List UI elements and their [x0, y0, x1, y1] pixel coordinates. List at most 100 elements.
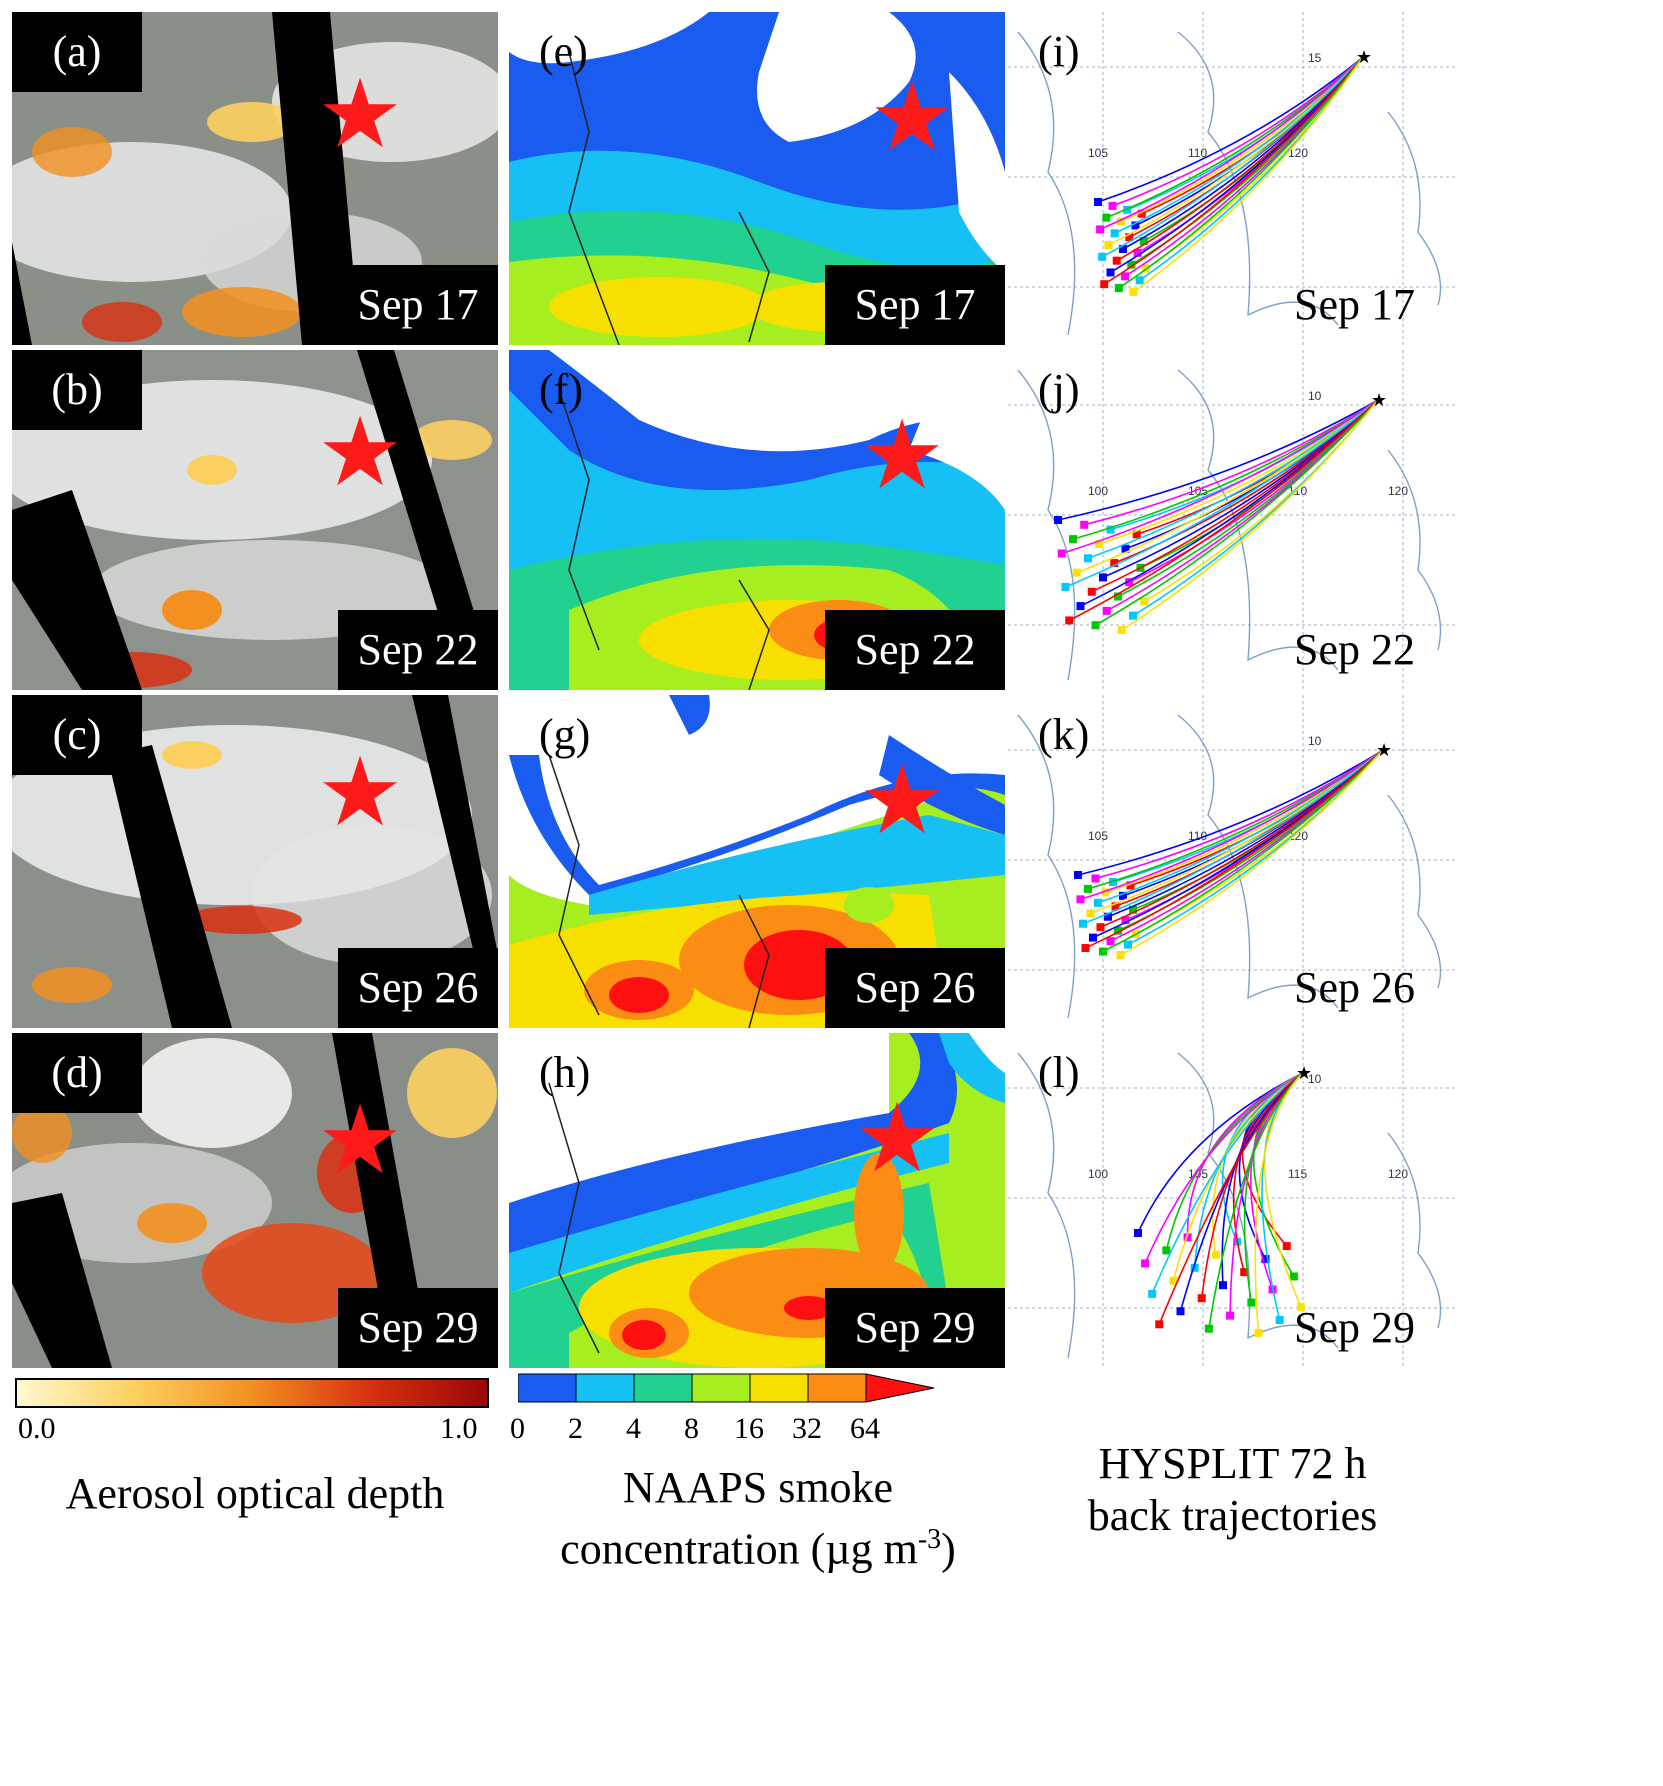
hysplit-caption-line1: HYSPLIT 72 h [1098, 1439, 1367, 1488]
longitude-label: 100 [1088, 484, 1108, 498]
trajectory-line [1082, 749, 1384, 925]
trajectory-endpoint [1087, 587, 1096, 596]
trajectory-line [1084, 399, 1379, 526]
trajectory-endpoint [1155, 1320, 1164, 1329]
trajectory-endpoint [1086, 909, 1095, 918]
trajectory-line [1132, 56, 1364, 293]
coastline [1017, 369, 1076, 681]
trajectory-endpoint [1289, 1272, 1298, 1281]
longitude-label: 120 [1288, 829, 1308, 843]
naaps-panel-f: (f) ★ Sep 22 [509, 350, 1005, 690]
date-label: Sep 26 [825, 948, 1005, 1028]
date-label: Sep 22 [825, 610, 1005, 690]
hysplit-map-l: 10010511512012510★ [1008, 1033, 1455, 1368]
latitude-label: 15 [1308, 51, 1322, 65]
trajectory-endpoint [1148, 1289, 1157, 1298]
trajectory-endpoint [1076, 895, 1085, 904]
panel-label: (e) [539, 27, 588, 76]
naaps-colorbar-segment [575, 1373, 635, 1403]
trajectory-endpoint [1114, 592, 1122, 601]
trajectory-endpoint [1132, 530, 1141, 539]
trajectory-endpoint [1190, 1263, 1199, 1272]
trajectory-endpoint [1096, 225, 1105, 234]
longitude-label: 120 [1388, 484, 1408, 498]
aod-panel-c: (c) ★ Sep 26 [12, 695, 498, 1028]
trajectory-line [1099, 56, 1364, 231]
trajectory-line [1065, 399, 1379, 588]
latitude-label: 10 [1308, 389, 1322, 403]
trajectory-line [1101, 56, 1364, 258]
trajectory-line [1103, 56, 1364, 285]
naaps-caption-line2: concentration (µg m [560, 1524, 918, 1574]
star-icon: ★ [854, 1085, 941, 1192]
trajectory-endpoint [1102, 213, 1111, 222]
trajectory-endpoint [1197, 1294, 1206, 1303]
trajectory-endpoint [1254, 1329, 1263, 1337]
trajectory-endpoint [1129, 905, 1137, 914]
trajectory-endpoint [1121, 916, 1130, 925]
trajectory-endpoint [1072, 568, 1081, 577]
panel-label: (d) [12, 1033, 142, 1113]
trajectory-line [1080, 749, 1384, 901]
date-label: Sep 26 [338, 948, 498, 1028]
receptor-star-icon: ★ [1296, 1063, 1312, 1083]
trajectory-endpoint [1131, 221, 1140, 230]
longitude-label: 110 [1188, 146, 1207, 160]
hysplit-panel-k: 105 110 120 10 ★ (k) Sep 26 [1008, 695, 1455, 1028]
satellite-image-a [12, 12, 498, 345]
coastline [1387, 449, 1442, 651]
coastline [1177, 369, 1339, 671]
naaps-panel-g: (g) ★ Sep 26 [509, 695, 1005, 1028]
trajectory-endpoint [1127, 260, 1136, 269]
trajectory-endpoint [1133, 248, 1142, 257]
receptor-star-icon: ★ [1376, 740, 1392, 760]
trajectory-endpoint [1069, 535, 1077, 544]
star-icon: ★ [317, 1087, 404, 1194]
trajectory-endpoint [1098, 252, 1107, 261]
star-icon: ★ [869, 64, 956, 171]
trajectory-endpoint [1125, 578, 1134, 587]
trajectory-endpoint [1099, 573, 1107, 582]
naaps-colorbar-segment [691, 1373, 751, 1403]
trajectory-endpoint [1096, 923, 1105, 932]
trajectory-endpoint [1102, 606, 1111, 615]
naaps-colorbar-segment [633, 1373, 693, 1403]
trajectory-endpoint [1108, 201, 1117, 210]
trajectory-endpoint [1111, 902, 1120, 911]
trajectory-endpoint [1211, 1250, 1220, 1259]
trajectory-endpoint [1135, 276, 1144, 285]
date-label: Sep 17 [825, 265, 1005, 345]
hysplit-panel-j: 100 105 110 120 10 ★ (j) Sep 22 [1008, 350, 1455, 690]
trajectory-endpoint [1106, 525, 1115, 534]
trajectory-endpoint [1116, 951, 1125, 959]
trajectory-line [1072, 399, 1379, 540]
trajectory-line [1158, 1072, 1304, 1325]
trajectory-endpoint [1084, 554, 1092, 563]
trajectory-line [1085, 749, 1384, 949]
panel-label: (h) [539, 1048, 591, 1097]
trajectory-line [1144, 1072, 1304, 1264]
trajectory-endpoint [1119, 244, 1127, 253]
date-label: Sep 29 [338, 1288, 498, 1368]
aod-panel-a: (a) ★ Sep 17 [12, 12, 498, 345]
hysplit-map-k: 105 110 120 10 ★ [1008, 695, 1455, 1028]
panel-label: (k) [1038, 710, 1090, 759]
longitude-label: 110 [1188, 829, 1207, 843]
trajectory-endpoint [1104, 241, 1113, 250]
aod-colorbar-min: 0.0 [18, 1412, 56, 1445]
panel-label: (a) [12, 12, 142, 92]
trajectory-line [1121, 399, 1379, 631]
trajectory-endpoint [1126, 881, 1135, 890]
naaps-colorbar-tick: 64 [850, 1412, 880, 1445]
trajectory-endpoint [1123, 205, 1132, 214]
trajectory-endpoint [1099, 947, 1107, 956]
trajectory-endpoint [1240, 1268, 1249, 1277]
star-icon: ★ [859, 747, 946, 854]
trajectory-endpoint [1219, 1281, 1227, 1290]
trajectory-line [1097, 56, 1364, 203]
panel-label: (f) [539, 365, 583, 414]
star-icon: ★ [317, 399, 404, 506]
coastline [1177, 1052, 1339, 1349]
trajectory-endpoint [1101, 888, 1110, 897]
